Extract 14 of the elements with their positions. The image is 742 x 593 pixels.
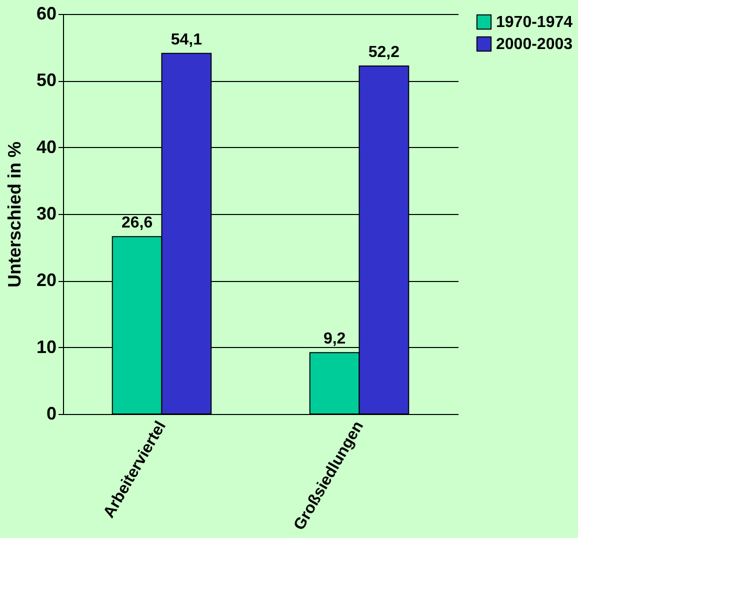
y-tick-label: 40 [36,136,56,157]
y-tick-label: 0 [46,404,56,424]
legend-label: 2000-2003 [496,36,573,53]
data-label: 9,2 [323,330,346,348]
y-tick-label: 20 [36,270,56,290]
y-tick-label: 50 [36,70,56,90]
y-tick-label: 60 [36,4,56,24]
data-label: 52,2 [368,44,400,61]
y-tick-label: 30 [36,204,56,224]
data-label: 54,1 [170,31,202,48]
legend-label: 1970-1974 [496,14,573,31]
y-axis-title: Unterschied in % [4,141,24,288]
data-label: 26,6 [121,214,153,232]
y-tick-label: 10 [36,336,56,357]
